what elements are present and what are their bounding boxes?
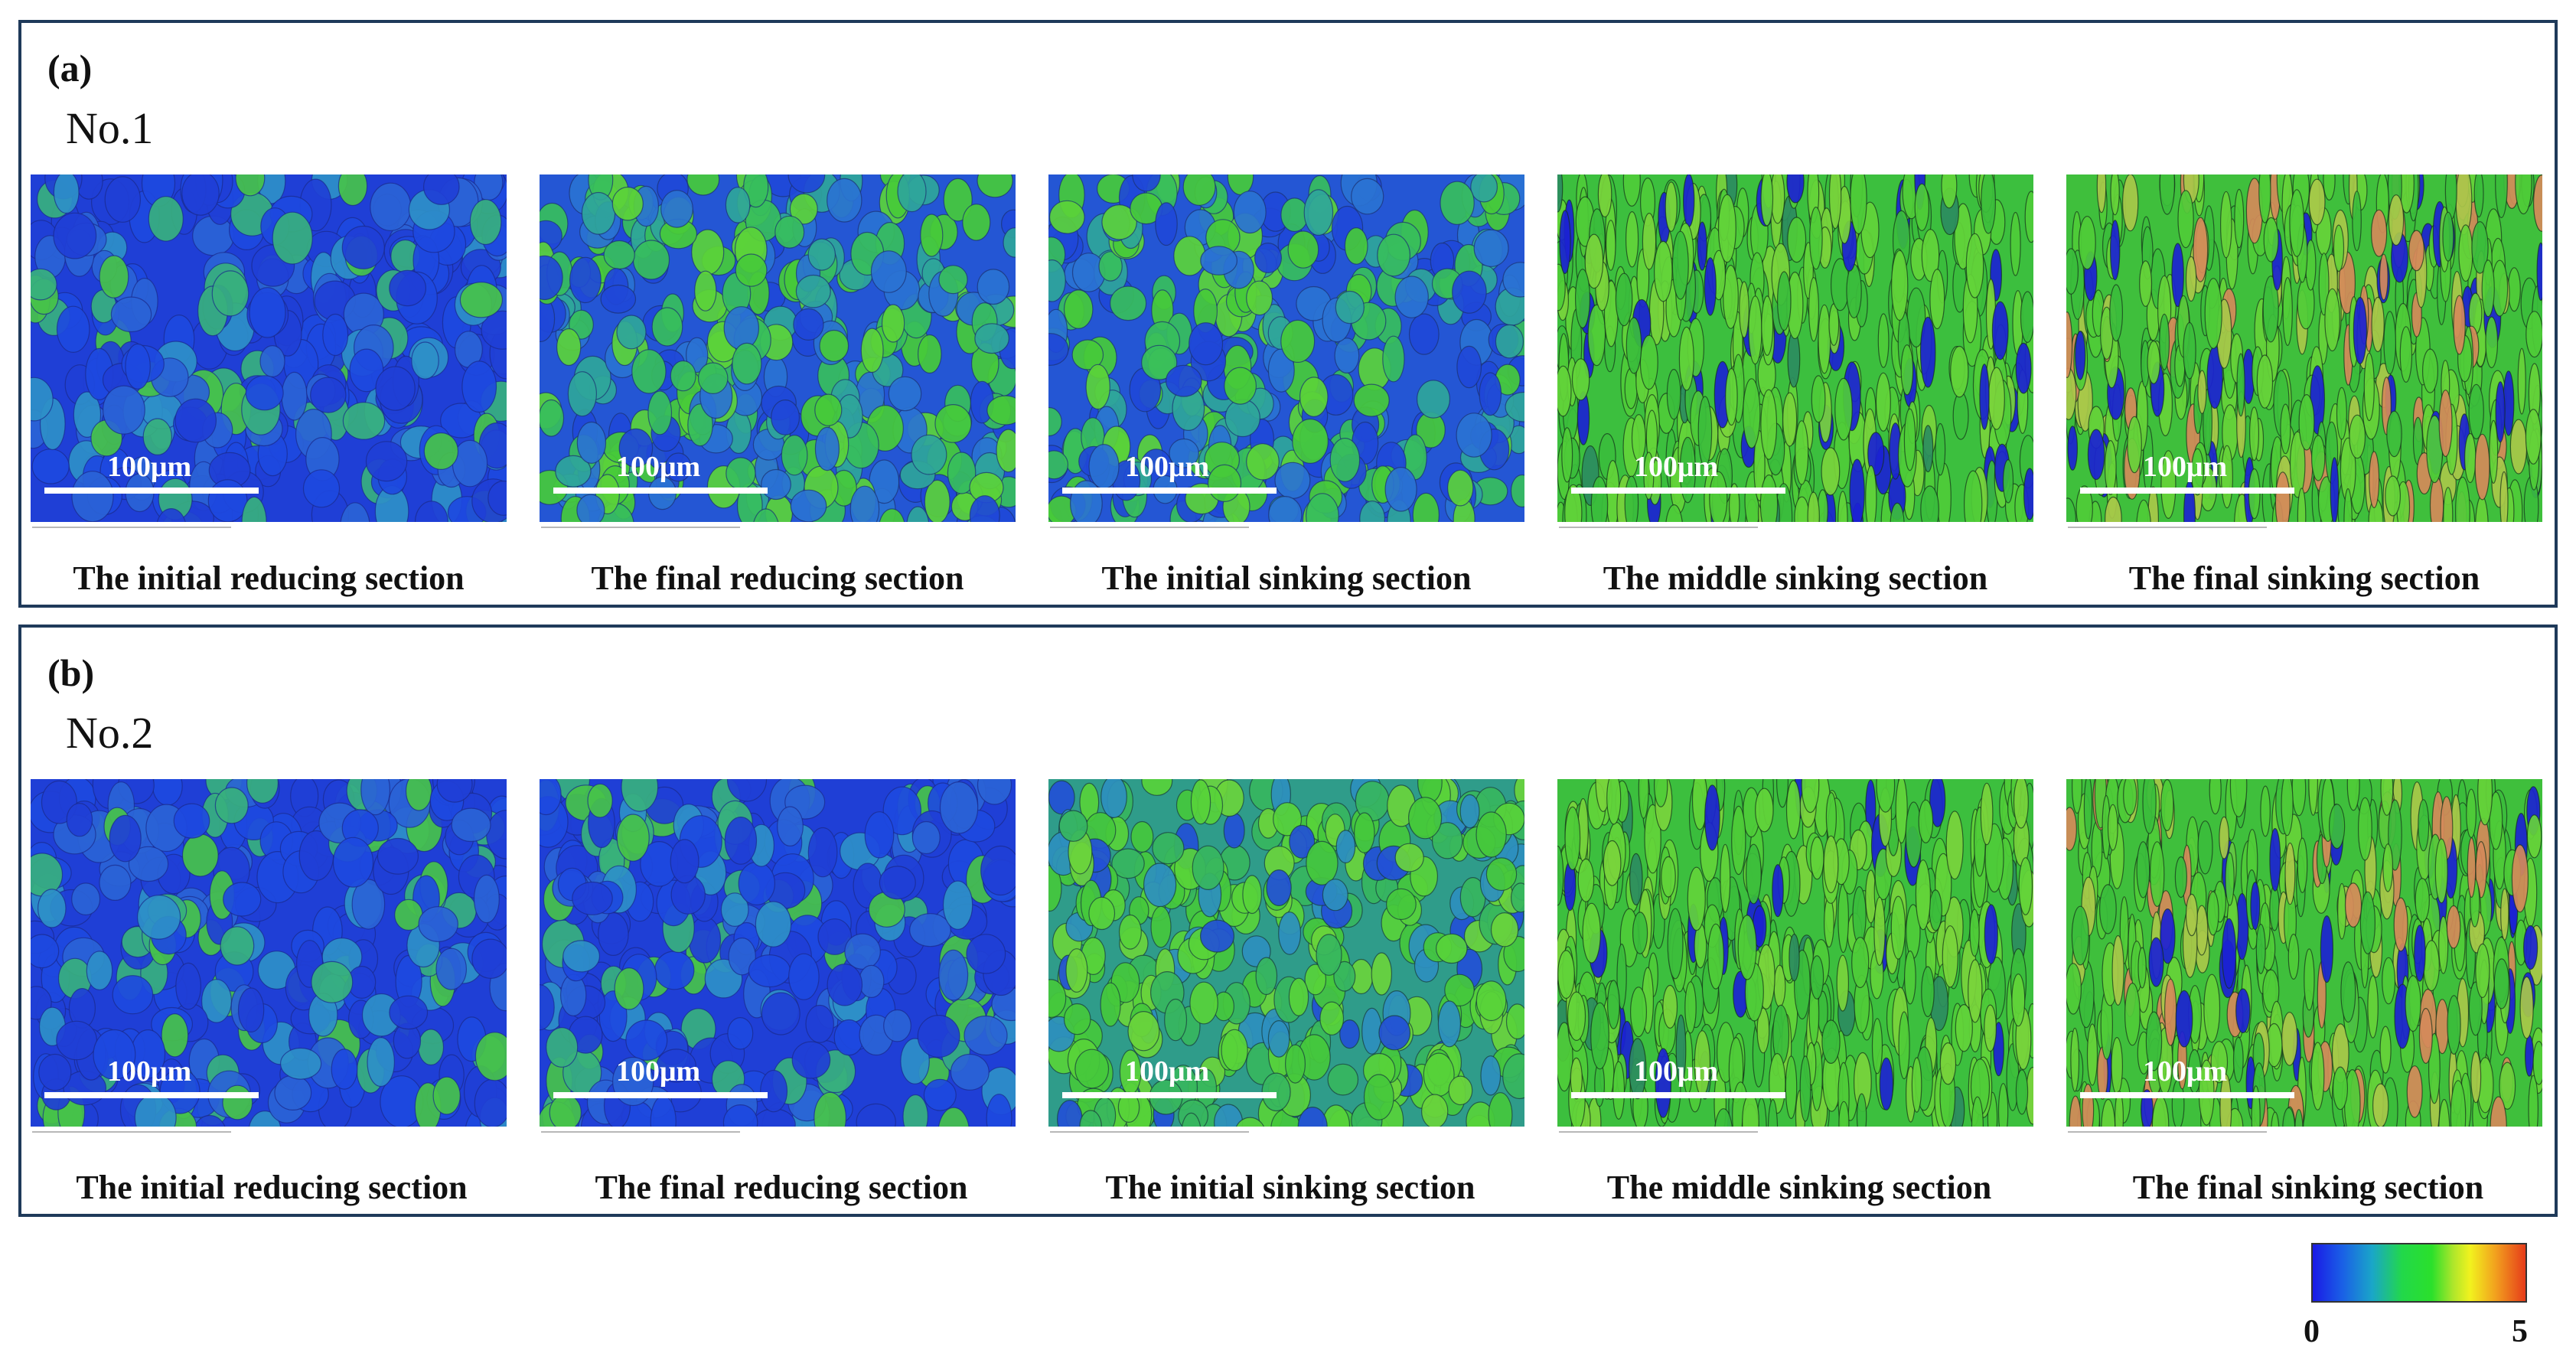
scale-bar-label: 100μm [1125, 1055, 1210, 1088]
scale-bar-label: 100μm [2143, 451, 2228, 483]
micron-bar-strip [1048, 1127, 1524, 1136]
scale-bar-label: 100μm [616, 451, 701, 483]
scale-bar [1062, 488, 1277, 494]
scale-bar-label: 100μm [616, 1055, 701, 1088]
micron-bar-strip [2066, 522, 2542, 531]
color-scale-gradient [2311, 1243, 2527, 1303]
kam-map-final-reducing: 100μm [540, 174, 1016, 531]
micron-bar-strip [31, 1127, 507, 1136]
map-caption: The final reducing section [591, 559, 964, 597]
scale-bar [2080, 1092, 2294, 1098]
kam-map-final-sinking: 100μm [2066, 174, 2542, 531]
micron-bar-strip [2066, 1127, 2542, 1136]
scale-bar-label: 100μm [1634, 1055, 1719, 1088]
scale-bar [2080, 488, 2294, 494]
sample-label: No.1 [66, 103, 154, 153]
micron-bar-strip [1557, 522, 2033, 531]
kam-map-middle-sinking: 100μm [1557, 174, 2033, 531]
kam-map-initial-sinking: 100μm [1048, 174, 1524, 531]
scale-bar [553, 488, 768, 494]
scale-bar-label: 100μm [1634, 451, 1719, 483]
map-caption: The final reducing section [595, 1169, 968, 1206]
kam-map-final-sinking: 100μm [2066, 779, 2542, 1136]
scale-bar-label: 100μm [107, 451, 192, 483]
map-caption: The initial sinking section [1101, 559, 1472, 597]
kam-color-scale: 0 5 [2304, 1243, 2528, 1349]
panel-a: (a) No.1 100μm 100μm 100μm 100μm 100μm T… [18, 20, 2558, 608]
scale-bar [1571, 1092, 1785, 1098]
micron-bar-strip [1557, 1127, 2033, 1136]
kam-map-initial-reducing: 100μm [31, 779, 507, 1136]
map-caption: The final sinking section [2132, 1169, 2484, 1206]
map-caption: The middle sinking section [1603, 559, 1988, 597]
scale-bar-label: 100μm [2143, 1055, 2228, 1088]
panel-b: (b) No.2 100μm 100μm 100μm 100μm 100μm T… [18, 625, 2558, 1217]
color-scale-min: 0 [2304, 1314, 2320, 1349]
scale-bar-label: 100μm [1125, 451, 1210, 483]
map-caption: The initial reducing section [76, 1169, 468, 1206]
panel-label: (a) [47, 47, 93, 90]
map-caption: The initial reducing section [73, 559, 465, 597]
micron-bar-strip [1048, 522, 1524, 531]
panel-label: (b) [47, 651, 95, 694]
kam-map-middle-sinking: 100μm [1557, 779, 2033, 1136]
scale-bar [44, 1092, 259, 1098]
sample-label: No.2 [66, 708, 154, 758]
map-caption: The final sinking section [2128, 559, 2480, 597]
map-caption: The middle sinking section [1606, 1169, 1992, 1206]
micron-bar-strip [540, 1127, 1016, 1136]
kam-map-final-reducing: 100μm [540, 779, 1016, 1136]
kam-map-initial-sinking: 100μm [1048, 779, 1524, 1136]
scale-bar [1571, 488, 1785, 494]
scale-bar [553, 1092, 768, 1098]
scale-bar [44, 488, 259, 494]
micron-bar-strip [31, 522, 507, 531]
micron-bar-strip [540, 522, 1016, 531]
color-scale-max: 5 [2512, 1314, 2528, 1349]
scale-bar-label: 100μm [107, 1055, 192, 1088]
map-caption: The initial sinking section [1105, 1169, 1475, 1206]
scale-bar [1062, 1092, 1277, 1098]
kam-map-initial-reducing: 100μm [31, 174, 507, 531]
